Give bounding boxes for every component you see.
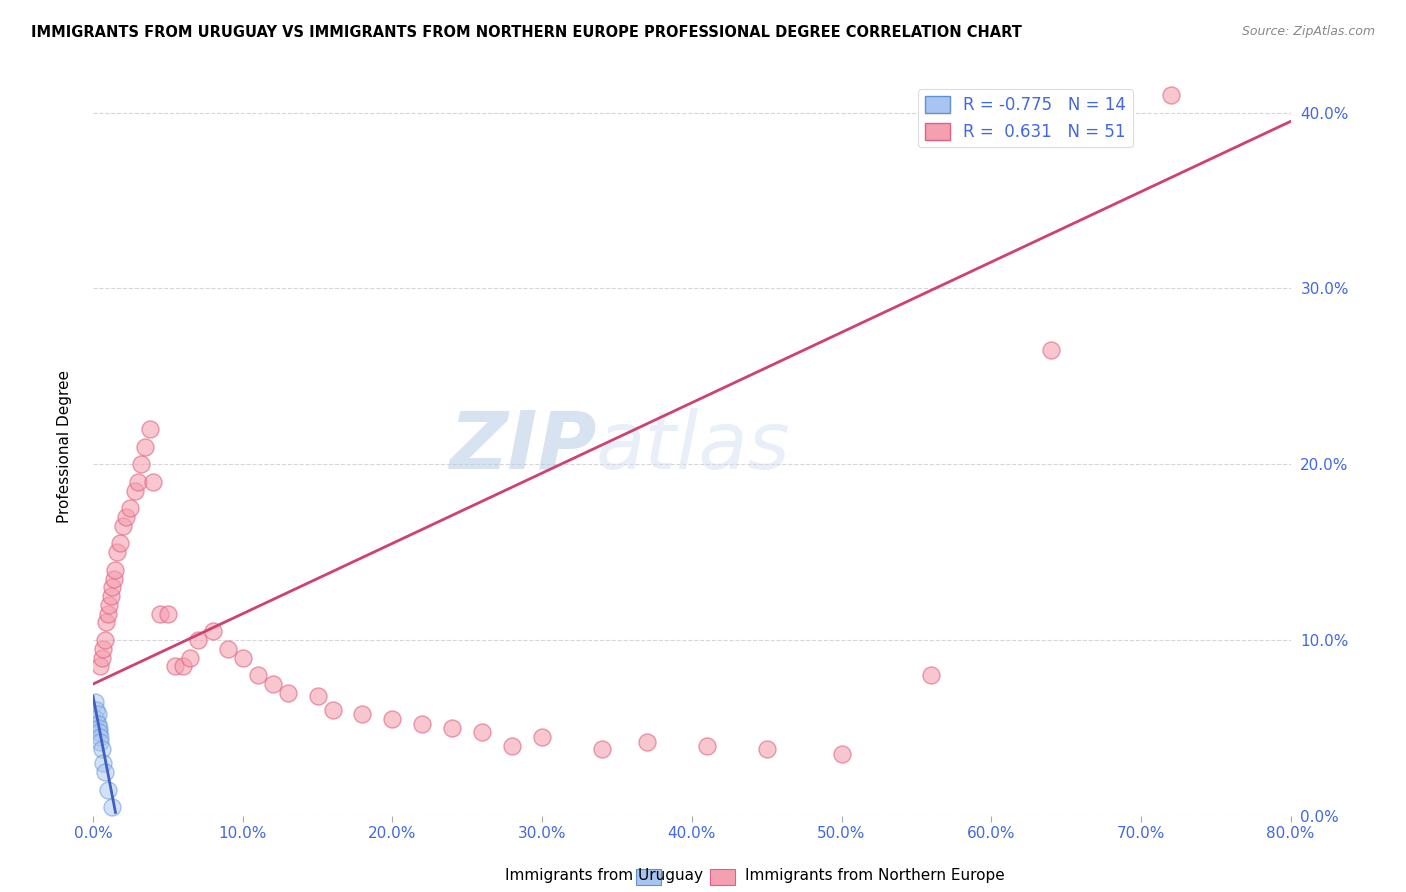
Text: Immigrants from Northern Europe: Immigrants from Northern Europe <box>745 869 1005 883</box>
Text: Immigrants from Uruguay: Immigrants from Uruguay <box>505 869 703 883</box>
Point <box>87 724 110 739</box>
Point <box>127 475 149 489</box>
Point <box>89 730 111 744</box>
Point <box>96 615 118 630</box>
Point <box>246 668 269 682</box>
Point <box>591 742 613 756</box>
Point <box>97 782 120 797</box>
Point <box>381 712 404 726</box>
Point <box>101 800 124 814</box>
Point <box>179 650 201 665</box>
Point <box>1160 88 1182 103</box>
Point <box>696 739 718 753</box>
Point <box>108 536 131 550</box>
Point <box>636 735 658 749</box>
Point <box>111 518 134 533</box>
Point <box>105 545 128 559</box>
Point <box>101 580 124 594</box>
Point <box>84 712 107 726</box>
Point <box>89 659 111 673</box>
Y-axis label: Professional Degree: Professional Degree <box>58 370 72 524</box>
Point <box>142 475 165 489</box>
Point <box>87 721 110 735</box>
Point <box>201 624 224 639</box>
Point <box>172 659 194 673</box>
Point <box>91 742 114 756</box>
Legend: R = -0.775   N = 14, R =  0.631   N = 51: R = -0.775 N = 14, R = 0.631 N = 51 <box>918 89 1133 147</box>
Point <box>165 659 187 673</box>
Point <box>134 440 156 454</box>
Point <box>103 572 125 586</box>
Point <box>352 706 374 721</box>
Point <box>100 589 122 603</box>
Text: atlas: atlas <box>596 408 790 485</box>
Point <box>755 742 778 756</box>
Point <box>115 510 138 524</box>
Point <box>501 739 523 753</box>
Point <box>86 717 108 731</box>
Point <box>124 483 146 498</box>
Point <box>322 703 344 717</box>
Point <box>411 717 433 731</box>
Point <box>93 756 115 771</box>
Point <box>277 686 299 700</box>
Point <box>89 735 111 749</box>
Point <box>441 721 464 735</box>
Point <box>156 607 179 621</box>
Point <box>129 457 152 471</box>
Point <box>91 650 114 665</box>
Text: Source: ZipAtlas.com: Source: ZipAtlas.com <box>1241 25 1375 38</box>
Point <box>262 677 284 691</box>
Point <box>93 641 115 656</box>
Point <box>149 607 172 621</box>
Point <box>84 703 107 717</box>
Point <box>1040 343 1063 357</box>
Point <box>104 563 127 577</box>
Point <box>217 641 239 656</box>
Point <box>232 650 254 665</box>
Point <box>831 747 853 762</box>
Point <box>98 598 121 612</box>
Point <box>86 706 108 721</box>
Point <box>83 695 105 709</box>
Text: ZIP: ZIP <box>449 408 596 485</box>
Text: IMMIGRANTS FROM URUGUAY VS IMMIGRANTS FROM NORTHERN EUROPE PROFESSIONAL DEGREE C: IMMIGRANTS FROM URUGUAY VS IMMIGRANTS FR… <box>31 25 1022 40</box>
Point <box>307 690 329 704</box>
Point <box>94 633 117 648</box>
Point <box>139 422 162 436</box>
Point <box>94 764 117 779</box>
Point <box>97 607 120 621</box>
Point <box>120 501 142 516</box>
Point <box>531 730 554 744</box>
Point <box>920 668 942 682</box>
Point <box>187 633 209 648</box>
Point <box>471 724 494 739</box>
